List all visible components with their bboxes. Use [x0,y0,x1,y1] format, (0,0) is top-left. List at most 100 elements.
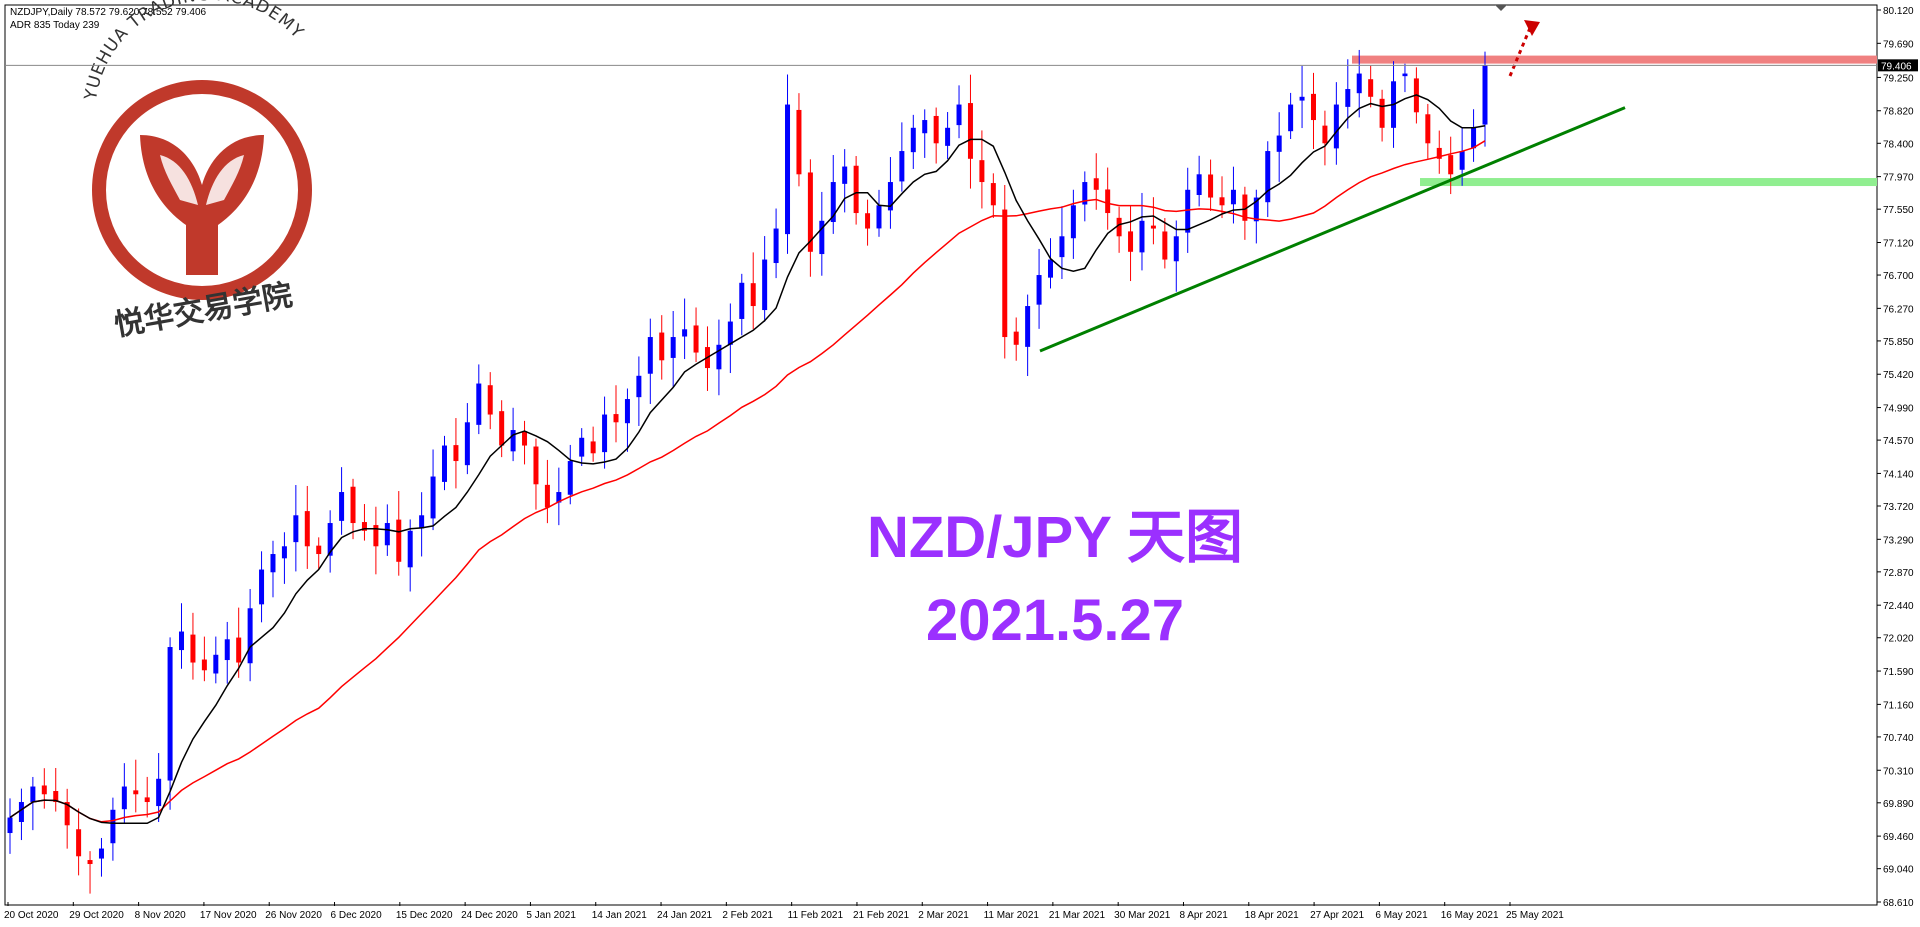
candle-body [1310,93,1316,121]
candle-body [361,522,367,531]
candle-body [1082,182,1088,205]
symbol-info: NZDJPY,Daily 78.572 79.620 78.552 79.406 [10,7,207,18]
candle-body [87,860,93,865]
candle-body [865,213,871,229]
candle-body [1185,189,1191,233]
candle-body [350,486,356,524]
candle-body [682,329,688,337]
y-tick-label: 77.970 [1883,173,1914,184]
logo-ring [92,80,312,300]
candle-body [179,631,185,651]
x-tick-label: 30 Mar 2021 [1114,910,1171,921]
x-tick-label: 11 Feb 2021 [788,910,844,921]
candle-body [716,344,722,370]
y-tick-label: 70.740 [1883,733,1914,744]
candle-body [167,647,173,781]
y-tick-label: 68.610 [1883,898,1914,909]
candle-body [201,659,207,671]
x-tick-label: 21 Mar 2021 [1049,910,1106,921]
y-tick-label: 74.570 [1883,436,1914,447]
candle-body [1459,151,1465,170]
candle-body [98,848,104,859]
candle-body [304,511,310,547]
x-tick-label: 6 Dec 2020 [331,910,383,921]
candle-body [647,337,653,374]
candle-body [441,445,447,482]
candle-body [830,182,836,223]
x-tick-label: 21 Feb 2021 [853,910,910,921]
y-tick-label: 72.870 [1883,568,1914,579]
x-tick-label: 6 May 2021 [1375,910,1428,921]
x-tick-label: 11 Mar 2021 [984,910,1040,921]
candle-body [121,786,127,810]
y-tick-label: 72.020 [1883,634,1914,645]
y-tick-label: 71.590 [1883,667,1914,678]
x-tick-label: 14 Jan 2021 [592,910,647,921]
candle-body [773,228,779,264]
candle-body [613,414,619,423]
candle-body [579,437,585,457]
candle-body [510,430,516,452]
resistance-zone [1352,55,1877,64]
candle-body [1253,197,1259,222]
candle-body [270,554,276,573]
candle-body [762,259,768,311]
candles-layer [7,49,1488,894]
y-tick-label: 75.420 [1883,370,1914,381]
candle-body [144,797,150,803]
candle-body [1322,125,1328,144]
candle-body [499,411,505,446]
candle-body [1425,114,1431,144]
candle-body [556,492,562,503]
y-tick-label: 80.120 [1883,6,1914,17]
candle-body [1150,225,1156,229]
candle-body [7,817,13,834]
current-price-box [1878,59,1918,72]
candle-body [224,639,230,661]
candle-body [1002,209,1008,338]
candle-body [41,785,47,795]
y-tick-label: 78.400 [1883,139,1914,150]
candle-body [110,809,116,844]
candle-body [922,120,928,134]
candle-body [967,103,973,159]
candle-body [18,802,24,822]
x-tick-label: 27 Apr 2021 [1310,910,1364,921]
breakout-arrow-head [1524,20,1540,36]
candle-body [785,104,791,235]
y-tick-label: 72.440 [1883,601,1914,612]
x-tick-label: 8 Apr 2021 [1179,910,1228,921]
candle-body [53,791,59,803]
logo-y-highlight-right [206,155,244,205]
x-tick-label: 17 Nov 2020 [200,910,257,921]
candle-body [396,519,402,562]
candle-body [1265,151,1271,203]
candle-body [156,778,162,807]
candle-body [910,127,916,153]
candle-body [796,109,802,175]
candle-body [476,383,482,425]
x-tick-label: 25 May 2021 [1506,910,1564,921]
current-price-label: 79.406 [1881,61,1912,72]
candle-body [1196,174,1202,195]
candle-body [1448,155,1454,175]
candle-body [979,160,985,183]
plot-area [4,4,1878,906]
logo-y-highlight-left [160,155,198,205]
candle-body [1208,174,1214,198]
candle-body [213,654,219,674]
candle-body [384,523,390,546]
x-tick-label: 20 Oct 2020 [4,910,59,921]
candle-body [1093,178,1099,190]
y-tick-label: 78.820 [1883,107,1914,118]
candle-body [293,515,299,543]
candle-body [1276,135,1282,152]
candle-body [1013,331,1019,345]
candle-body [1139,220,1145,253]
candle-body [1482,65,1488,125]
x-tick-label: 2 Mar 2021 [918,910,969,921]
y-tick-label: 69.460 [1883,832,1914,843]
candle-body [373,525,379,547]
